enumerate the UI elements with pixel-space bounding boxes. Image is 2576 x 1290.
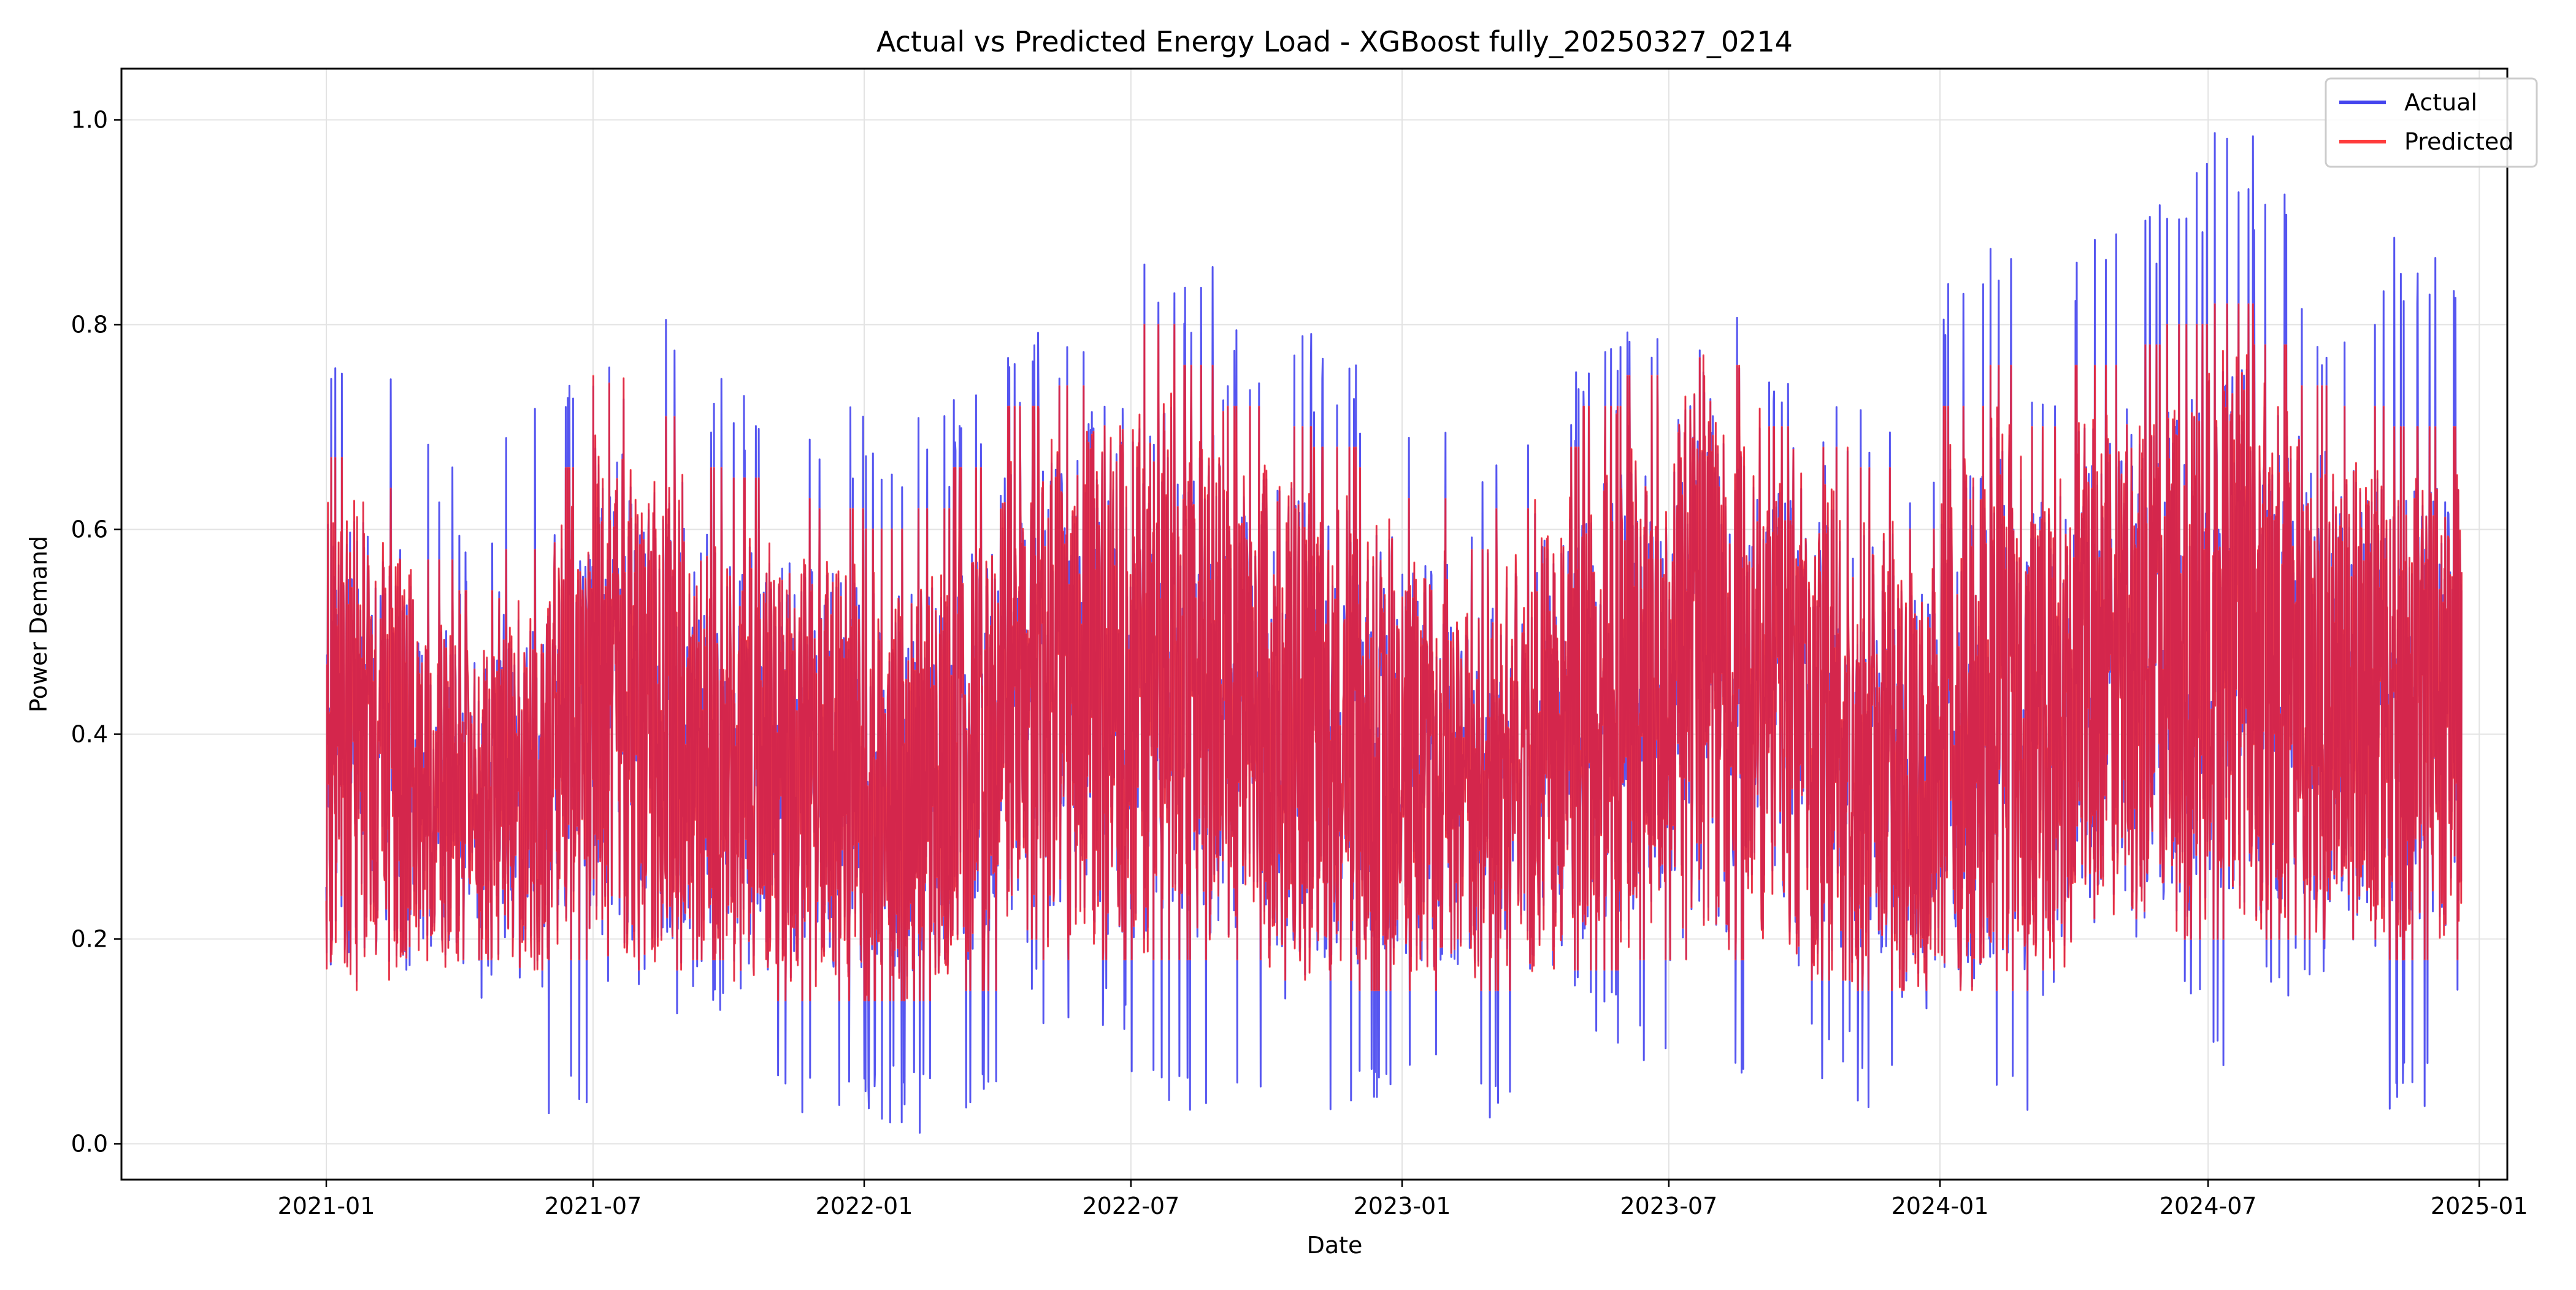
y-axis-ticks: 0.0 0.2 0.4 0.6 0.8 1.0: [71, 107, 121, 1158]
x-axis-ticks: 2021-01 2021-07 2022-01 2022-07 2023-01 2023-…: [278, 1180, 2528, 1219]
y-tick-label: 0.6: [71, 516, 108, 543]
legend: Actual Predicted: [2325, 77, 2538, 168]
y-tick-label: 0.2: [71, 926, 108, 953]
x-tick-label: 2024-07: [2160, 1193, 2257, 1219]
x-tick-label: 2023-01: [1354, 1193, 1451, 1219]
chart-title: Actual vs Predicted Energy Load - XGBoos…: [876, 25, 1793, 58]
x-tick-label: 2022-01: [816, 1193, 913, 1219]
series-layer: [325, 132, 2463, 1134]
x-tick-label: 2024-01: [1892, 1193, 1989, 1219]
x-tick-label: 2025-01: [2431, 1193, 2528, 1219]
series-overlap-tint: [326, 304, 2463, 1001]
grid-layer: [121, 69, 2507, 1180]
y-axis-label: Power Demand: [25, 536, 52, 712]
x-tick-label: 2023-07: [1620, 1193, 1718, 1219]
y-tick-label: 0.0: [71, 1131, 108, 1158]
x-tick-label: 2022-07: [1083, 1193, 1180, 1219]
x-tick-label: 2021-07: [545, 1193, 642, 1219]
plot-frame: [120, 67, 2509, 1181]
legend-label-predicted: Predicted: [2404, 128, 2513, 155]
x-axis-label: Date: [1307, 1232, 1363, 1259]
x-tick-label: 2021-01: [278, 1193, 375, 1219]
y-tick-label: 0.8: [71, 311, 108, 338]
legend-label-actual: Actual: [2404, 89, 2477, 116]
y-tick-label: 1.0: [71, 107, 108, 134]
y-tick-label: 0.4: [71, 721, 108, 748]
